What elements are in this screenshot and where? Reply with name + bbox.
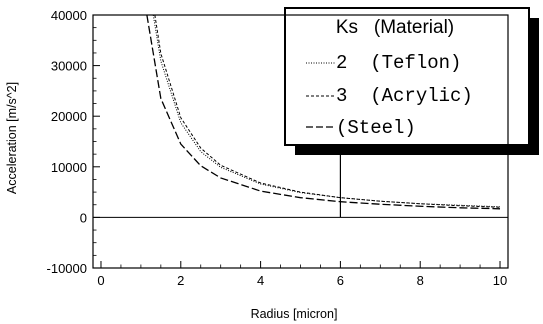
y-tick-label: 30000 — [51, 59, 87, 74]
x-tick-label: 2 — [177, 273, 184, 288]
y-tick-label: 20000 — [51, 109, 87, 124]
y-axis-title: Acceleration [m/s^2] — [5, 82, 19, 194]
x-tick-label: 10 — [493, 273, 507, 288]
legend-entry-steel: (Steel) — [336, 117, 416, 139]
legend-entry-acrylic: 3 (Acrylic) — [336, 85, 473, 107]
x-tick-label: 4 — [257, 273, 264, 288]
x-tick-label: 6 — [337, 273, 344, 288]
x-tick-label: 0 — [97, 273, 104, 288]
y-tick-label: 10000 — [51, 160, 87, 175]
legend-title: Ks (Material) — [336, 17, 454, 38]
x-axis-title: Radius [micron] — [251, 307, 338, 321]
legend: Ks (Material) 2 (Teflon) 3 (Acrylic) (St… — [285, 8, 539, 155]
legend-entry-teflon: 2 (Teflon) — [336, 52, 461, 74]
y-tick-label: -10000 — [47, 261, 87, 276]
x-tick-label: 8 — [417, 273, 424, 288]
y-tick-label: 0 — [80, 210, 87, 225]
y-tick-label: 40000 — [51, 8, 87, 23]
